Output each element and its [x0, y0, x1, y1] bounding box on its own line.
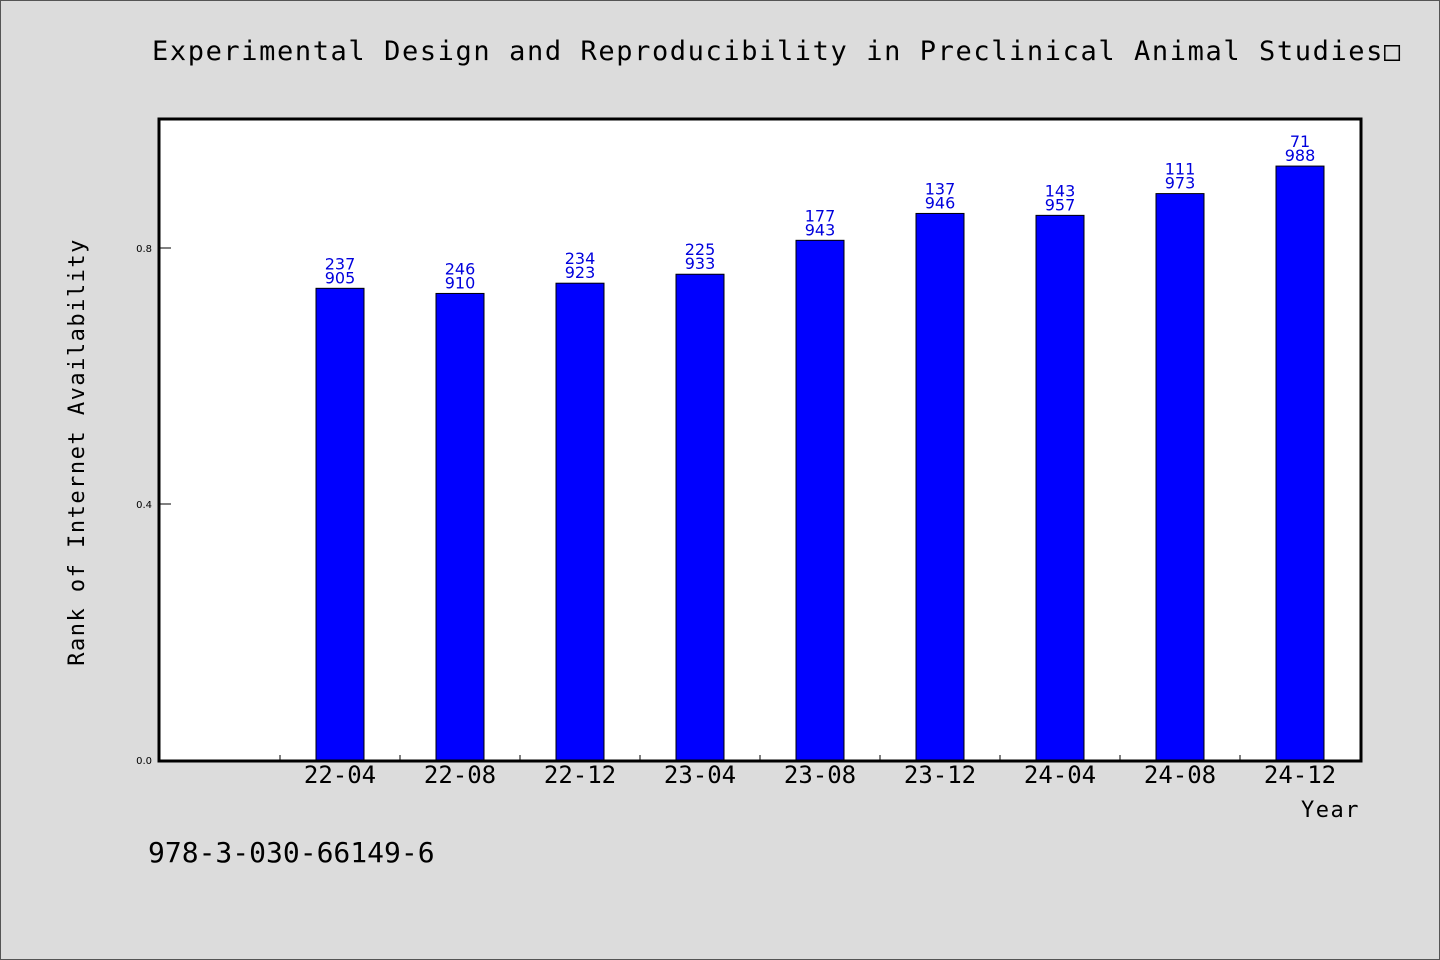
bar-label-bottom: 973 [1165, 174, 1196, 193]
bar [1275, 165, 1325, 761]
bar-label-top: 111 [1165, 160, 1196, 179]
x-tick-label: 23-08 [784, 761, 856, 789]
plot-border [157, 117, 1363, 763]
x-tick-label: 22-08 [424, 761, 496, 789]
bar-label-bottom: 923 [565, 263, 596, 282]
bar [675, 273, 725, 761]
bar [915, 212, 965, 761]
y-tick-label: 0.8 [136, 244, 152, 255]
bar-label-top: 71 [1290, 132, 1310, 151]
bar-label-top: 237 [325, 254, 356, 273]
x-tick-label: 24-12 [1264, 761, 1336, 789]
bar-label-top: 225 [685, 240, 716, 259]
bar-label-bottom: 957 [1045, 195, 1076, 214]
x-tick-label: 23-12 [904, 761, 976, 789]
x-tick-label: 22-04 [304, 761, 376, 789]
bar-label-bottom: 910 [445, 273, 476, 292]
isbn-text: 978-3-030-66149-6 [148, 836, 435, 869]
bar [1155, 193, 1205, 761]
bar-label-bottom: 905 [325, 268, 356, 287]
y-axis-label: Rank of Internet Availability [65, 238, 90, 666]
y-tick-label: 0.4 [136, 500, 152, 511]
bar-label-top: 137 [925, 179, 956, 198]
y-tick-label: 0.0 [136, 756, 152, 767]
x-tick-label: 23-04 [664, 761, 736, 789]
bar-label-bottom: 988 [1285, 146, 1316, 165]
bar-label-bottom: 946 [925, 193, 956, 212]
bar-label-top: 246 [445, 259, 476, 278]
bar-label-top: 177 [805, 206, 836, 225]
chart-title: Experimental Design and Reproducibility … [152, 36, 1402, 67]
bar-label-bottom: 933 [685, 254, 716, 273]
x-tick-label: 24-08 [1144, 761, 1216, 789]
x-tick-label: 22-12 [544, 761, 616, 789]
ticks-group: 22-04 22-08 22-12 23-04 23-08 23-12 24-04 24-08… [136, 244, 1361, 789]
bar [555, 282, 605, 761]
bar [795, 239, 845, 761]
bar [315, 287, 365, 761]
x-axis-label: Year [1301, 798, 1360, 823]
bar [435, 292, 485, 761]
bar-label-top: 234 [565, 249, 596, 268]
bar [1035, 214, 1085, 761]
x-tick-label: 24-04 [1024, 761, 1096, 789]
bar-label-top: 143 [1045, 181, 1076, 200]
bar-label-bottom: 943 [805, 220, 836, 239]
